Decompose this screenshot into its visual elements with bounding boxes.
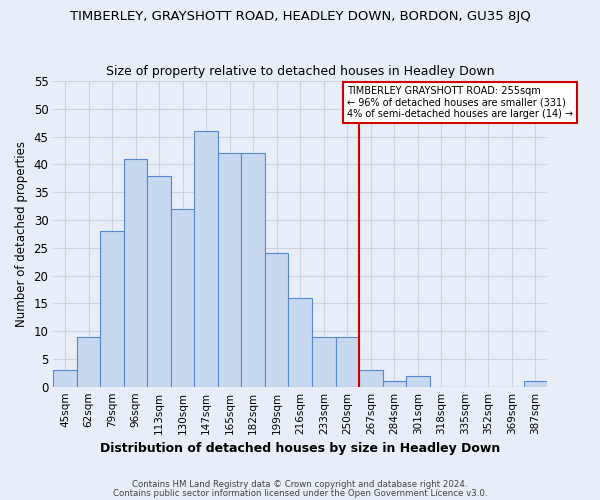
Bar bbox=[406, 376, 430, 386]
Bar bbox=[241, 154, 265, 386]
Title: Size of property relative to detached houses in Headley Down: Size of property relative to detached ho… bbox=[106, 66, 494, 78]
Bar bbox=[524, 381, 547, 386]
Bar bbox=[53, 370, 77, 386]
Bar bbox=[194, 131, 218, 386]
X-axis label: Distribution of detached houses by size in Headley Down: Distribution of detached houses by size … bbox=[100, 442, 500, 455]
Text: TIMBERLEY, GRAYSHOTT ROAD, HEADLEY DOWN, BORDON, GU35 8JQ: TIMBERLEY, GRAYSHOTT ROAD, HEADLEY DOWN,… bbox=[70, 10, 530, 23]
Bar bbox=[383, 381, 406, 386]
Bar bbox=[100, 231, 124, 386]
Bar bbox=[148, 176, 171, 386]
Bar bbox=[265, 254, 289, 386]
Bar bbox=[335, 336, 359, 386]
Bar bbox=[289, 298, 312, 386]
Bar bbox=[218, 154, 241, 386]
Bar bbox=[77, 336, 100, 386]
Text: TIMBERLEY GRAYSHOTT ROAD: 255sqm
← 96% of detached houses are smaller (331)
4% o: TIMBERLEY GRAYSHOTT ROAD: 255sqm ← 96% o… bbox=[347, 86, 573, 119]
Y-axis label: Number of detached properties: Number of detached properties bbox=[15, 141, 28, 327]
Bar bbox=[124, 159, 148, 386]
Bar bbox=[312, 336, 335, 386]
Text: Contains public sector information licensed under the Open Government Licence v3: Contains public sector information licen… bbox=[113, 488, 487, 498]
Text: Contains HM Land Registry data © Crown copyright and database right 2024.: Contains HM Land Registry data © Crown c… bbox=[132, 480, 468, 489]
Bar bbox=[171, 209, 194, 386]
Bar bbox=[359, 370, 383, 386]
